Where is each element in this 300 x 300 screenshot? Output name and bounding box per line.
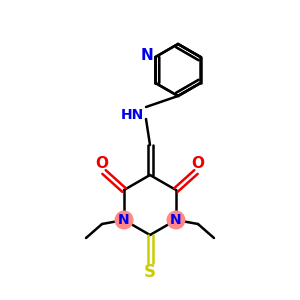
Text: N: N xyxy=(118,213,130,227)
Text: N: N xyxy=(141,47,154,62)
Text: HN: HN xyxy=(120,108,144,122)
Text: S: S xyxy=(144,263,156,281)
Text: O: O xyxy=(191,157,205,172)
Text: O: O xyxy=(95,157,109,172)
Text: N: N xyxy=(170,213,182,227)
